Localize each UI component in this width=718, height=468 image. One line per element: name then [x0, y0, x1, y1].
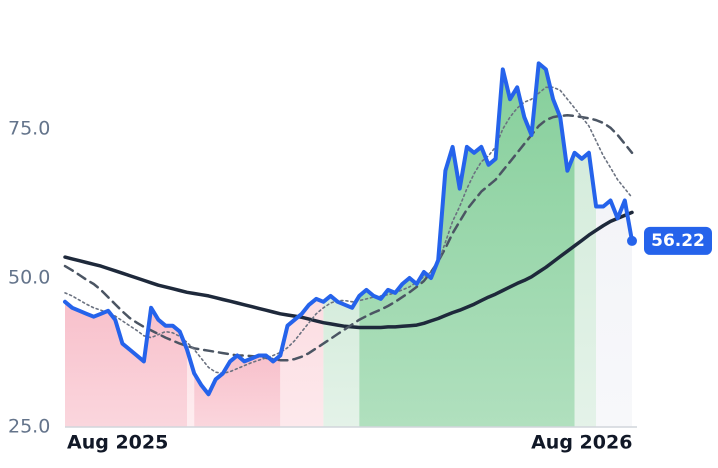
regime-band — [65, 301, 187, 427]
moving-average-line — [63, 114, 634, 362]
y-tick-label: 50.0 — [8, 267, 50, 289]
value-badge-label: 56.22 — [651, 231, 705, 251]
regime-band — [280, 298, 324, 427]
regime-band — [596, 200, 632, 427]
value-badge — [644, 226, 712, 255]
last-point — [627, 235, 637, 246]
regime-band — [359, 63, 575, 428]
regime-band — [323, 295, 360, 427]
regime-band — [574, 152, 597, 428]
y-tick-label: 75.0 — [8, 118, 50, 140]
regime-band — [194, 355, 281, 427]
x-tick-label: Aug 2026 — [531, 432, 632, 454]
y-tick-label: 25.0 — [8, 416, 50, 438]
price-line — [63, 61, 634, 397]
x-tick-label: Aug 2025 — [67, 432, 168, 454]
moving-average-line — [64, 86, 633, 375]
